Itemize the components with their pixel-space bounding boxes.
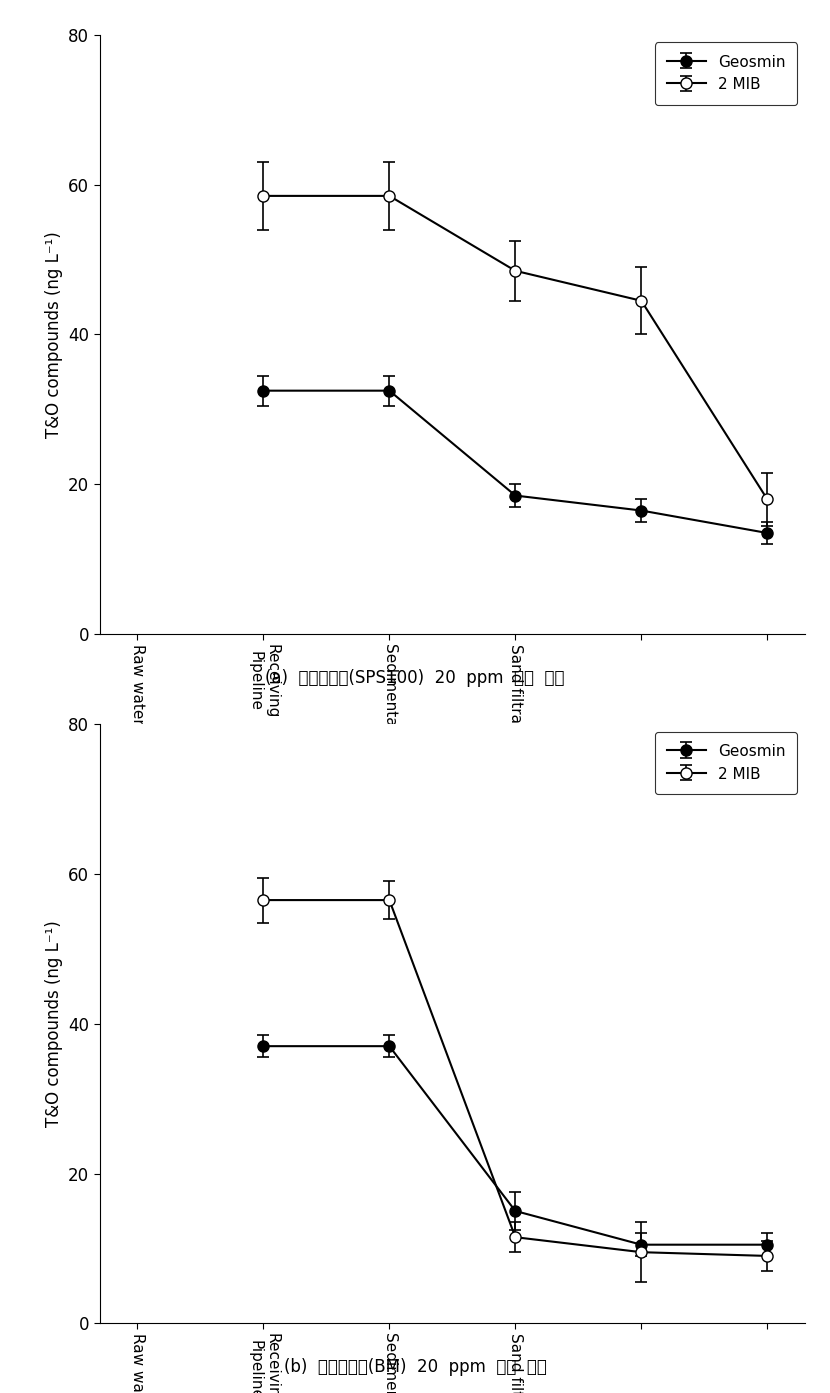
Y-axis label: T&O compounds (ng L⁻¹): T&O compounds (ng L⁻¹): [45, 231, 62, 437]
Legend: Geosmin, 2 MIB: Geosmin, 2 MIB: [655, 731, 798, 794]
Text: (a)  기존활성탄(SPS100)  20  ppm  주입  결과: (a) 기존활성탄(SPS100) 20 ppm 주입 결과: [266, 669, 564, 687]
Text: (b)  개발활성탄(BM)  20  ppm  주입  결과: (b) 개발활성탄(BM) 20 ppm 주입 결과: [284, 1358, 546, 1376]
Legend: Geosmin, 2 MIB: Geosmin, 2 MIB: [655, 42, 798, 104]
Y-axis label: T&O compounds (ng L⁻¹): T&O compounds (ng L⁻¹): [45, 921, 62, 1127]
